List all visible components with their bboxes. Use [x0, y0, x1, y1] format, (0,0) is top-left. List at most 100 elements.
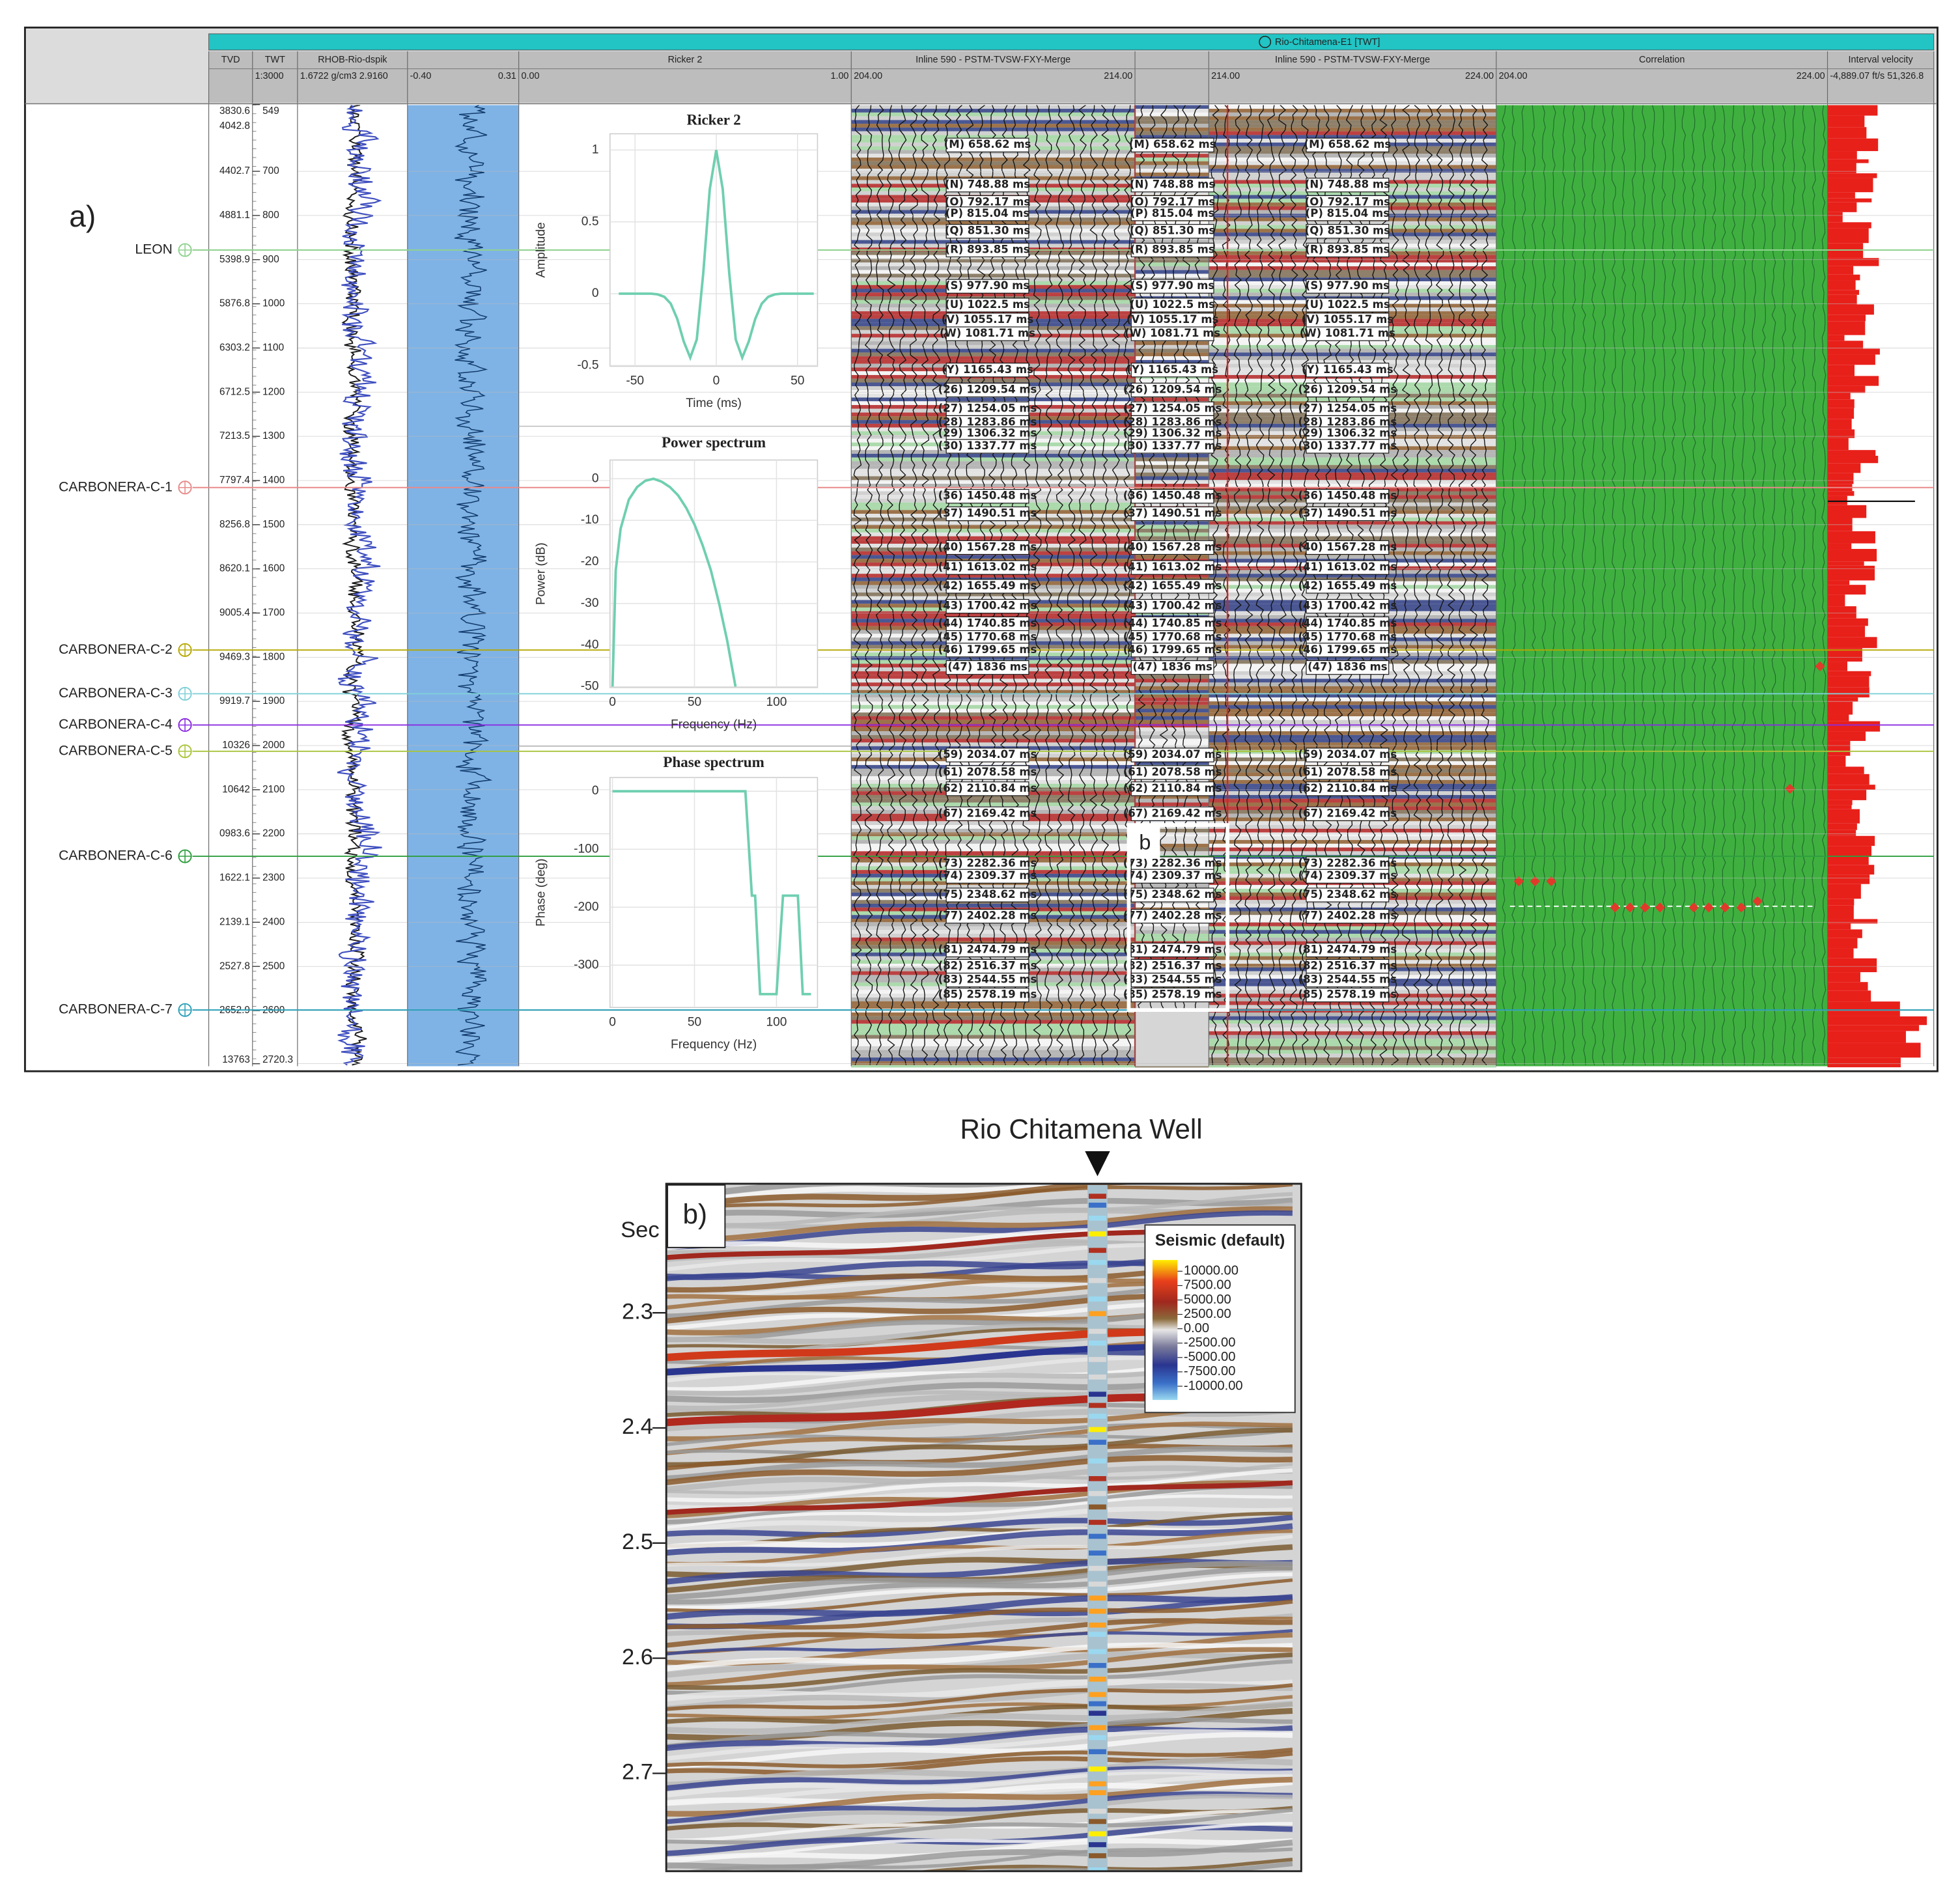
tie-label: (67) 2169.42 ms	[1298, 807, 1397, 819]
seismic-band	[1135, 356, 1209, 360]
y-axis-label: Power (dB)	[534, 542, 548, 605]
velocity-block	[1827, 304, 1874, 315]
seismic-band	[1209, 240, 1496, 244]
tie-label: (O) 792.17 ms	[1305, 196, 1390, 208]
well-strip-block	[1089, 1781, 1106, 1787]
seismic-trace	[1447, 105, 1456, 1065]
seismic-band	[851, 112, 1136, 117]
tie-label: (59) 2034.07 ms	[1123, 748, 1222, 761]
velocity-block	[1827, 594, 1845, 607]
velocity-block	[1827, 1016, 1927, 1026]
seismic-band	[851, 1035, 1136, 1039]
legend-label: -7500.00	[1184, 1364, 1236, 1378]
well-strip-block	[1089, 1662, 1106, 1668]
seismic-band	[851, 903, 1136, 908]
tie-label-box	[945, 439, 1029, 454]
tie-label: (W) 1081.71 ms	[1300, 327, 1395, 339]
seismic-band	[1135, 262, 1209, 266]
seismic-band	[1135, 727, 1209, 732]
tie-label-box	[1130, 279, 1214, 294]
tie-label-box	[1306, 643, 1390, 658]
tie-label-box	[1130, 137, 1214, 152]
well-strip-block	[1089, 1533, 1106, 1539]
seismic-band	[851, 922, 1136, 927]
seismic-band	[1135, 154, 1209, 158]
tie-label: (O) 792.17 ms	[1130, 196, 1215, 208]
seismic-band	[1135, 690, 1209, 694]
tie-label: (77) 2402.28 ms	[1123, 910, 1222, 922]
tie-label-box	[1130, 439, 1214, 454]
tie-label: (47) 1836 ms	[1308, 661, 1388, 673]
panel-b-frame	[665, 1182, 1302, 1873]
well-strip-block	[1089, 1867, 1106, 1871]
seismic-band	[1135, 378, 1209, 383]
tie-label: (82) 2516.37 ms	[938, 959, 1037, 971]
well-strip-block	[1089, 1340, 1106, 1346]
seismic-band	[851, 161, 1136, 165]
seismic-band	[1135, 465, 1209, 469]
tie-label: (82) 2516.37 ms	[1298, 959, 1397, 971]
seismic-band	[1135, 273, 1209, 278]
velocity-block	[1827, 580, 1850, 585]
velocity-block	[1827, 393, 1851, 400]
seismic-band	[1209, 697, 1496, 701]
column-range: -4,889.07 ft/s 51,326.8	[1830, 71, 1924, 81]
seismic-reflector	[666, 1652, 1293, 1690]
seismic-band	[1135, 116, 1209, 120]
x-tick-label: 100	[766, 1015, 787, 1029]
tie-label: (67) 2169.42 ms	[938, 807, 1037, 819]
seismic-band	[1209, 472, 1496, 477]
correlation-trace	[1821, 105, 1827, 1065]
tvd-label: 6303.2	[219, 342, 250, 354]
velocity-block	[1827, 905, 1854, 919]
seismic-band	[851, 1039, 1136, 1043]
column-range-max: 214.00	[1104, 71, 1132, 81]
tie-label: (26) 1209.54 ms	[1123, 383, 1222, 395]
seismic-band	[1135, 802, 1209, 807]
seismic-trace	[1078, 105, 1087, 1065]
tie-label-box	[945, 560, 1029, 575]
seismic-band	[851, 926, 1136, 930]
seismic-band	[1135, 798, 1209, 803]
seismic-band	[1135, 656, 1209, 660]
tie-label: (27) 1254.05 ms	[1298, 402, 1397, 414]
seismic-band	[851, 1027, 1136, 1031]
tie-label-box	[1130, 887, 1214, 902]
velocity-block	[1827, 671, 1871, 677]
tie-label: (42) 1655.49 ms	[1298, 580, 1397, 592]
seismic-band	[851, 502, 1136, 507]
well-strip-block	[1089, 1853, 1106, 1858]
tie-label-box	[1306, 382, 1390, 398]
seismic-band	[1209, 1061, 1496, 1065]
tie-label: (30) 1337.77 ms	[1298, 440, 1397, 452]
seismic-band	[1209, 1031, 1496, 1035]
velocity-block	[1827, 505, 1867, 518]
seismic-band	[1135, 397, 1209, 402]
tie-label: (67) 2169.42 ms	[1123, 807, 1222, 819]
tie-label: (27) 1254.05 ms	[1123, 402, 1222, 414]
column-title: Inline 590 - PSTM-TVSW-FXY-Merge	[1275, 55, 1430, 65]
seismic-band	[851, 157, 1136, 161]
velocity-block	[1827, 138, 1879, 152]
tie-label: (37) 1490.51 ms	[1298, 507, 1397, 520]
seismic-reflector	[666, 1629, 1293, 1656]
column-title: TWT	[265, 55, 285, 65]
seismic-band	[1135, 352, 1209, 357]
tie-label-box	[1306, 747, 1390, 762]
velocity-block	[1827, 463, 1861, 473]
well-strip-block	[1089, 1278, 1106, 1283]
velocity-block	[1827, 1057, 1901, 1068]
velocity-block	[1827, 348, 1880, 355]
seismic-reflector	[666, 1515, 1293, 1538]
seismic-band	[851, 675, 1136, 679]
tie-label: (36) 1450.48 ms	[1123, 490, 1222, 502]
tie-label-box	[945, 869, 1029, 884]
seismic-reflector	[680, 1847, 1293, 1871]
well-top-cross	[178, 850, 191, 863]
seismic-band	[851, 592, 1136, 596]
tie-label-box	[1306, 660, 1390, 675]
well-strip-block	[1089, 1595, 1106, 1601]
velocity-block	[1827, 491, 1855, 496]
well-strip-block	[1089, 1458, 1106, 1464]
correlation-trace	[1781, 105, 1786, 1065]
